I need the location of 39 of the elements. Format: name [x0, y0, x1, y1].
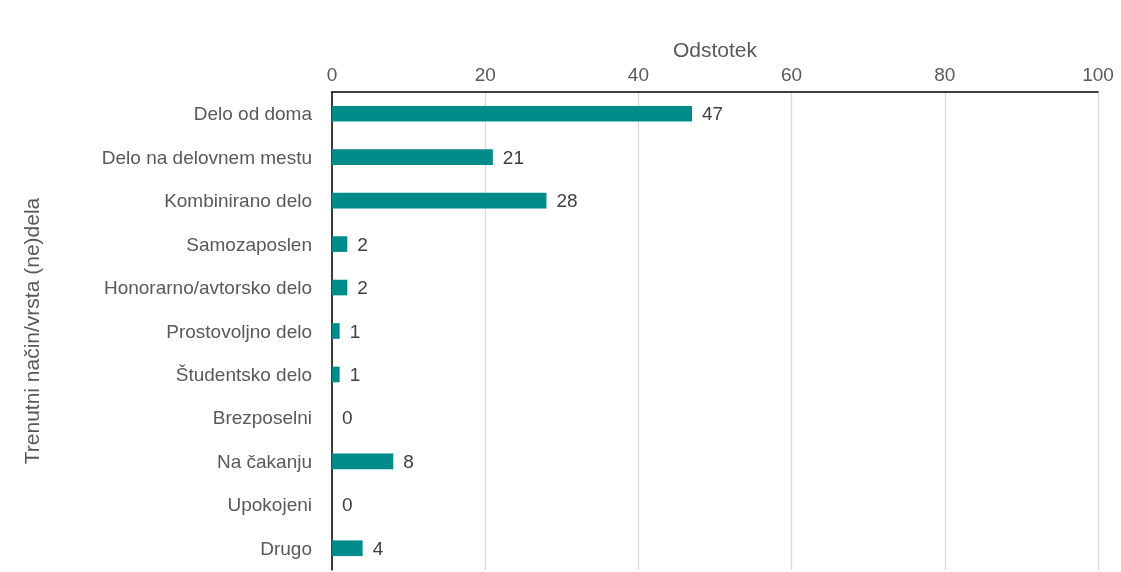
bar — [332, 540, 363, 557]
bar — [332, 453, 394, 470]
x-axis-title: Odstotek — [672, 38, 758, 61]
x-tick-label: 20 — [474, 64, 496, 85]
data-label: 2 — [357, 277, 368, 299]
y-tick-label: Delo od doma — [193, 103, 313, 125]
x-tick-label: 40 — [627, 64, 649, 85]
x-tick-label: 80 — [934, 64, 956, 85]
data-label: 4 — [372, 537, 384, 559]
y-tick-label: Na čakanju — [216, 450, 312, 472]
data-label: 8 — [403, 450, 414, 472]
y-tick-label: Samozaposlen — [186, 233, 312, 255]
data-label: 1 — [349, 363, 361, 385]
y-tick-label: Brezposelni — [212, 407, 312, 429]
bar — [332, 105, 693, 122]
y-tick-label: Študentsko delo — [175, 363, 312, 385]
bar — [332, 366, 340, 383]
y-tick-label: Delo na delovnem mestu — [101, 146, 312, 168]
data-label: 2 — [357, 233, 368, 255]
data-label: 0 — [342, 494, 353, 516]
x-tick-label: 60 — [781, 64, 803, 85]
y-tick-label: Prostovoljno delo — [166, 320, 312, 342]
x-tick-label: 100 — [1082, 64, 1114, 85]
data-label: 1 — [349, 320, 361, 342]
y-tick-label: Honorarno/avtorsko delo — [103, 277, 312, 299]
bar — [332, 236, 348, 252]
bar — [332, 279, 348, 296]
data-label: 0 — [342, 407, 353, 429]
y-tick-label: Upokojeni — [227, 494, 312, 516]
data-label: 28 — [556, 190, 578, 212]
data-label: 47 — [702, 103, 724, 125]
bar — [332, 149, 493, 165]
x-tick-label: 0 — [326, 64, 338, 85]
data-label: 21 — [502, 146, 524, 168]
y-tick-label: Drugo — [260, 537, 312, 559]
y-tick-label: Kombinirano delo — [164, 190, 312, 212]
y-axis-title: Trenutni način/vrsta (ne)dela — [20, 197, 43, 465]
bar — [332, 192, 547, 209]
bar — [332, 323, 340, 339]
